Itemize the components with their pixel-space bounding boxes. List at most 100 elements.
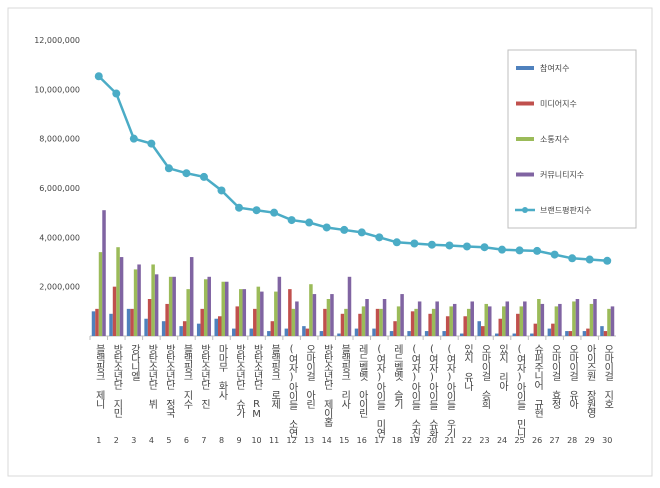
bar bbox=[610, 306, 615, 336]
bar bbox=[568, 331, 573, 336]
rank-label: 28 bbox=[567, 436, 577, 445]
legend-swatch bbox=[516, 66, 534, 70]
category-label: 있지 리아 bbox=[497, 344, 509, 392]
bar bbox=[109, 313, 113, 336]
rank-label: 9 bbox=[236, 436, 241, 445]
bar bbox=[417, 301, 422, 336]
bar bbox=[225, 281, 229, 336]
category-label: 오마이걸 지호 bbox=[602, 344, 614, 408]
bar bbox=[470, 301, 474, 336]
bar bbox=[431, 308, 436, 336]
bar bbox=[144, 318, 148, 336]
line-marker bbox=[287, 216, 296, 225]
category-label: (여자)아이들 민니 bbox=[514, 344, 526, 439]
line-marker bbox=[217, 186, 226, 195]
line-marker bbox=[585, 255, 594, 264]
category-label: 오마이걸 승희 bbox=[479, 344, 491, 410]
bar bbox=[337, 333, 341, 336]
category-label: 오마이걸 유아 bbox=[567, 344, 579, 410]
bar bbox=[389, 331, 394, 336]
line-marker bbox=[94, 72, 103, 81]
bar bbox=[323, 308, 327, 336]
rank-label: 15 bbox=[339, 436, 349, 445]
rank-label: 5 bbox=[166, 436, 171, 445]
rank-label: 26 bbox=[532, 436, 542, 445]
rank-label: 14 bbox=[322, 436, 332, 445]
bar bbox=[516, 313, 520, 336]
bar bbox=[375, 308, 380, 336]
category-label: 강다니엘 bbox=[128, 344, 140, 381]
rank-label: 22 bbox=[462, 436, 472, 445]
bar bbox=[400, 294, 404, 336]
category-label: 블랙핑크 리사 bbox=[339, 344, 351, 410]
bar bbox=[410, 311, 415, 336]
line-marker bbox=[322, 223, 331, 232]
bar bbox=[200, 308, 204, 336]
bar bbox=[214, 318, 218, 336]
bar bbox=[477, 321, 481, 336]
bar bbox=[277, 276, 282, 336]
bar bbox=[466, 308, 471, 336]
bar bbox=[112, 286, 117, 336]
bar bbox=[291, 308, 296, 336]
bar bbox=[239, 289, 243, 336]
category-label: 방탄소년단 뷔 bbox=[146, 344, 158, 410]
bar bbox=[365, 299, 369, 336]
bar bbox=[232, 328, 236, 336]
category-label: 아이즈원 장원영 bbox=[584, 344, 596, 418]
bar bbox=[147, 299, 152, 336]
bar bbox=[407, 331, 411, 336]
line-marker bbox=[375, 233, 384, 242]
bar bbox=[575, 299, 580, 336]
rank-label: 19 bbox=[409, 436, 419, 445]
line-marker bbox=[235, 203, 244, 212]
bar bbox=[424, 331, 429, 336]
rank-label: 1 bbox=[96, 436, 101, 445]
rank-label: 12 bbox=[287, 436, 297, 445]
rank-label: 6 bbox=[184, 436, 189, 445]
rank-label: 4 bbox=[149, 436, 154, 445]
line-marker bbox=[199, 172, 208, 181]
bar bbox=[558, 303, 562, 336]
bar bbox=[91, 311, 96, 336]
bar bbox=[260, 291, 264, 336]
line-marker bbox=[147, 139, 156, 148]
bar bbox=[309, 284, 313, 336]
line-marker bbox=[603, 256, 612, 265]
rank-label: 25 bbox=[514, 436, 524, 445]
rank-label: 8 bbox=[219, 436, 224, 445]
category-label: 있지 유나 bbox=[461, 344, 473, 392]
bar bbox=[459, 333, 464, 336]
rank-label: 2 bbox=[114, 436, 119, 445]
category-label: 방탄소년단 슈가 bbox=[234, 344, 246, 419]
bar bbox=[354, 328, 359, 336]
line-marker bbox=[533, 246, 542, 255]
rank-label: 20 bbox=[427, 436, 437, 445]
bar bbox=[565, 331, 569, 336]
rank-label: 18 bbox=[392, 436, 402, 445]
bar bbox=[540, 303, 545, 336]
bar bbox=[533, 323, 538, 336]
bar bbox=[182, 321, 187, 336]
bar bbox=[484, 303, 489, 336]
bar bbox=[502, 306, 506, 336]
bar bbox=[249, 328, 254, 336]
y-tick-label: 2,000,000 bbox=[39, 283, 80, 292]
rank-label: 13 bbox=[304, 436, 314, 445]
bar bbox=[253, 308, 257, 336]
rank-label: 16 bbox=[357, 436, 367, 445]
legend-label: 미디어지수 bbox=[540, 99, 577, 109]
category-label: 방탄소년단 제이홉 bbox=[321, 344, 333, 427]
category-label: 방탄소년단 지민 bbox=[111, 344, 123, 418]
bar bbox=[116, 247, 120, 336]
bar bbox=[102, 210, 106, 336]
bar bbox=[172, 276, 176, 336]
bar bbox=[340, 313, 345, 336]
bar bbox=[305, 328, 310, 336]
line-marker bbox=[340, 225, 349, 234]
legend-label: 소통지수 bbox=[540, 135, 569, 144]
bar bbox=[442, 331, 446, 336]
bar bbox=[551, 323, 555, 336]
bar bbox=[361, 306, 366, 336]
bar bbox=[480, 326, 485, 336]
